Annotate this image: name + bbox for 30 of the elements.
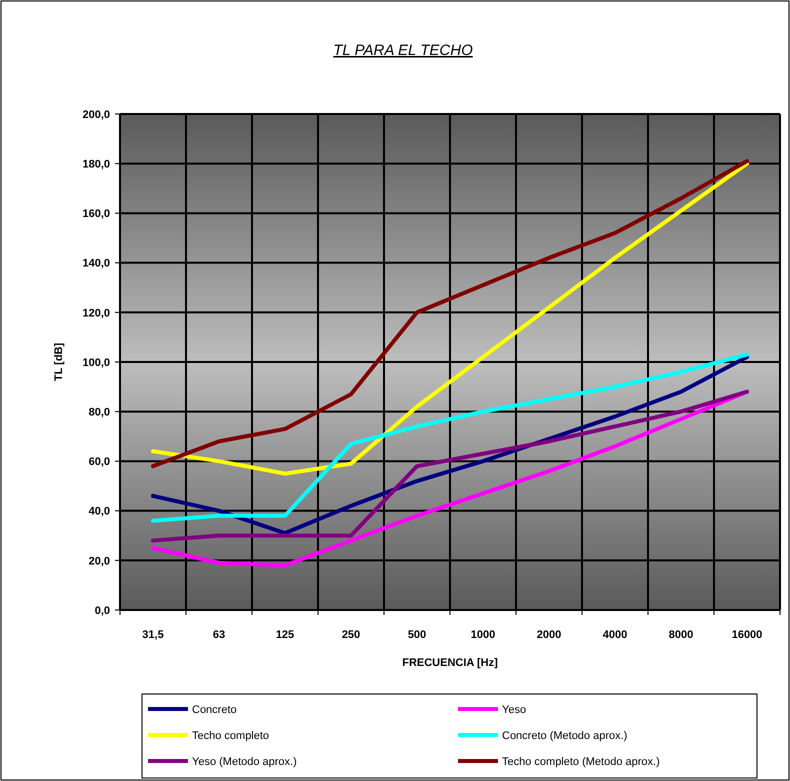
legend-label: Techo completo (Metodo aprox.)	[502, 756, 660, 768]
y-tick-label: 180,0	[82, 158, 110, 170]
y-tick-label: 140,0	[82, 258, 110, 270]
legend-label: Techo completo	[192, 730, 270, 742]
legend-label: Yeso	[502, 704, 526, 716]
legend-label: Concreto	[192, 704, 237, 716]
legend-label: Concreto (Metodo aprox.)	[502, 730, 628, 742]
y-tick-label: 0,0	[94, 604, 110, 617]
y-tick-label: 40,0	[88, 506, 110, 518]
legend-label: Yeso (Metodo aprox.)	[192, 756, 297, 768]
x-tick-label: 4000	[602, 629, 628, 641]
y-axis-title: TL [dB]	[53, 342, 65, 382]
x-tick-label: 16000	[732, 629, 762, 641]
y-tick-label: 100,0	[82, 356, 110, 369]
x-tick-label: 8000	[668, 629, 694, 641]
x-tick-label: 500	[408, 629, 426, 641]
x-tick-label: 2000	[536, 629, 562, 641]
y-tick-label: 200,0	[82, 108, 110, 121]
y-tick-label: 80,0	[88, 406, 110, 418]
chart-title: TL PARA EL TECHO	[333, 42, 474, 59]
y-tick-label: 120,0	[82, 307, 110, 320]
x-tick-label: 1000	[470, 629, 496, 641]
y-tick-label: 20,0	[88, 555, 110, 568]
x-tick-label: 31,5	[142, 629, 164, 641]
x-axis-title: FRECUENCIA [Hz]	[402, 657, 498, 669]
x-tick-label: 63	[212, 629, 226, 641]
x-tick-label: 125	[276, 629, 294, 641]
y-tick-label: 60,0	[88, 456, 110, 468]
y-tick-label: 160,0	[82, 208, 110, 220]
x-tick-label: 250	[342, 629, 360, 641]
